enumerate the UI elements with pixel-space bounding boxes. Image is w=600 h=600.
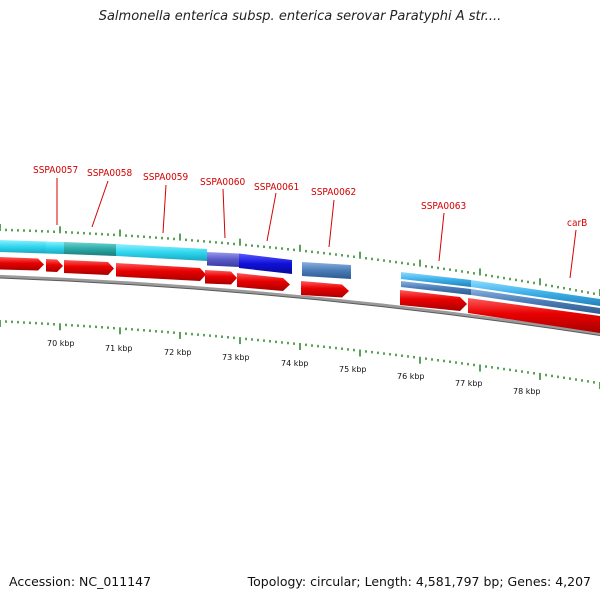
feature-block xyxy=(302,262,351,279)
feature-block xyxy=(46,241,64,254)
genome-backbone xyxy=(0,274,600,336)
scale-label: 76 kbp xyxy=(397,372,425,381)
cds-arrow xyxy=(64,260,114,275)
feature-block xyxy=(471,289,600,314)
feature-block xyxy=(471,280,600,306)
cds-arrow xyxy=(116,263,206,281)
gene-label: SSPA0061 xyxy=(254,182,299,193)
scale-label: 74 kbp xyxy=(281,359,309,368)
upper-tick-ring xyxy=(0,224,600,296)
feature-block xyxy=(116,244,207,261)
scale-label: 73 kbp xyxy=(222,353,250,362)
gene-label-leaders xyxy=(56,178,577,279)
feature-block xyxy=(401,281,471,295)
cds-arrow xyxy=(468,298,600,333)
scale-label: 78 kbp xyxy=(513,387,541,396)
genome-title: Salmonella enterica subsp. enterica sero… xyxy=(98,9,502,24)
cds-arrow xyxy=(400,290,467,311)
gene-label: SSPA0060 xyxy=(200,177,246,188)
scale-label: 71 kbp xyxy=(105,344,133,353)
gene-label: SSPA0062 xyxy=(311,187,356,198)
gene-label-leader xyxy=(222,188,226,239)
gene-label: SSPA0058 xyxy=(87,168,133,179)
feature-block xyxy=(401,272,471,287)
accession-text: Accession: NC_011147 xyxy=(9,574,152,589)
gene-labels: SSPA0057 SSPA0058 SSPA0059 SSPA0060 SSPA… xyxy=(33,165,587,229)
cds-arrow xyxy=(205,270,237,285)
gene-label-leader xyxy=(328,199,335,248)
cds-track xyxy=(0,257,600,333)
scale-label: 77 kbp xyxy=(455,379,483,388)
feature-block xyxy=(0,240,46,254)
feature-block xyxy=(239,253,292,274)
scale-label: 72 kbp xyxy=(164,348,192,357)
genome-backbone-shadow xyxy=(0,277,600,336)
scale-labels: 70 kbp 71 kbp 72 kbp 73 kbp 74 kbp 75 kb… xyxy=(47,339,541,396)
gene-label: SSPA0057 xyxy=(33,165,78,176)
gene-label: SSPA0063 xyxy=(421,201,466,212)
scale-label: 75 kbp xyxy=(339,365,367,374)
gene-label-leader xyxy=(569,229,577,279)
gene-label-leader xyxy=(91,180,109,228)
scale-label: 70 kbp xyxy=(47,339,75,348)
lower-tick-ring xyxy=(0,320,600,389)
feature-block xyxy=(64,242,116,256)
gene-label-leader xyxy=(266,192,277,242)
genome-summary-text: Topology: circular; Length: 4,581,797 bp… xyxy=(247,574,591,589)
cds-arrow xyxy=(0,257,44,271)
gene-label-leader xyxy=(162,184,167,234)
cds-arrow xyxy=(46,259,63,272)
feature-track xyxy=(0,240,600,314)
gene-label: SSPA0059 xyxy=(143,172,189,183)
cds-arrow xyxy=(237,273,290,291)
cds-arrow xyxy=(301,281,349,298)
gene-label-leader xyxy=(438,212,445,262)
gene-label: carB xyxy=(567,218,587,229)
feature-block xyxy=(207,252,239,267)
